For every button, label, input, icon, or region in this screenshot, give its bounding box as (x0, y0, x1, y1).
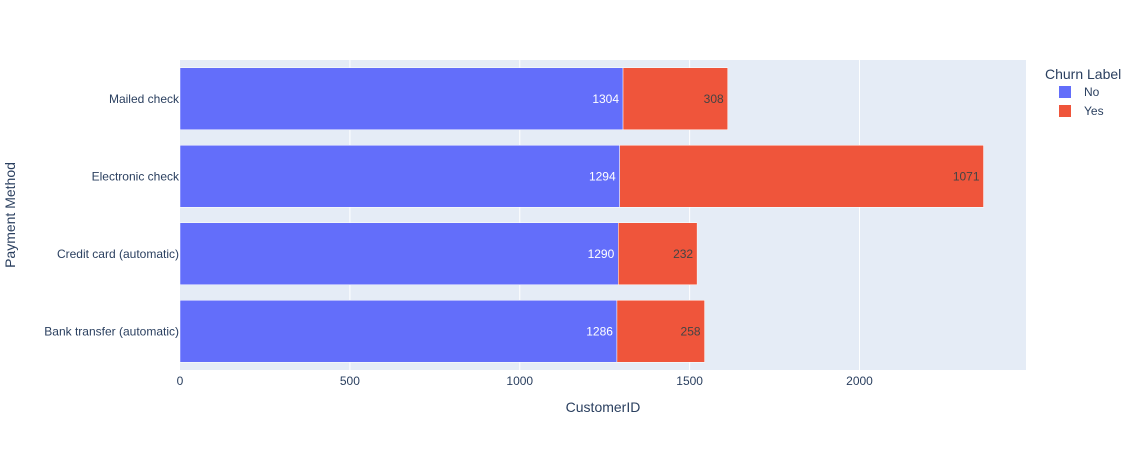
bar-no-0 (179, 300, 618, 363)
bar-labels: 1286 258 1290 232 1294 1071 1304 308 (586, 92, 980, 339)
legend-swatch-yes (1059, 105, 1071, 117)
y-tick-label: Mailed check (109, 92, 180, 106)
bar-yes-0 (616, 300, 705, 363)
bar-value-label: 232 (673, 247, 693, 261)
bar-no-2 (179, 145, 620, 208)
bar-value-label: 1290 (588, 247, 615, 261)
legend-title: Churn Label (1045, 66, 1121, 82)
y-tick-label: Bank transfer (automatic) (44, 324, 179, 338)
x-tick-label: 500 (340, 374, 360, 388)
x-axis-title: CustomerID (566, 399, 641, 415)
bar-yes-1 (618, 222, 698, 285)
x-tick-label: 1500 (676, 374, 703, 388)
bar-value-label: 308 (704, 92, 724, 106)
x-tick-label: 2000 (846, 374, 873, 388)
bar-yes-2 (619, 145, 984, 208)
bar-value-label: 1071 (953, 169, 980, 183)
y-tick-label: Credit card (automatic) (57, 247, 179, 261)
x-axis-ticks: 0 500 1000 1500 2000 (177, 374, 874, 388)
bar-no-3 (179, 67, 624, 130)
bar-value-label: 1304 (592, 92, 619, 106)
x-tick-label: 0 (177, 374, 184, 388)
legend-swatch-no (1059, 86, 1071, 98)
bars (179, 67, 984, 363)
legend: Churn Label No Yes (1045, 66, 1121, 118)
y-tick-label: Electronic check (92, 169, 180, 183)
bar-value-label: 1286 (586, 324, 613, 338)
y-axis-ticks: Bank transfer (automatic) Credit card (au… (44, 92, 180, 339)
legend-label-yes: Yes (1084, 104, 1104, 118)
bar-value-label: 258 (681, 324, 701, 338)
bar-no-1 (179, 222, 619, 285)
y-axis-title: Payment Method (2, 162, 18, 268)
x-tick-label: 1000 (506, 374, 533, 388)
bar-yes-3 (622, 67, 728, 130)
legend-label-no: No (1084, 85, 1100, 99)
bar-value-label: 1294 (589, 169, 616, 183)
